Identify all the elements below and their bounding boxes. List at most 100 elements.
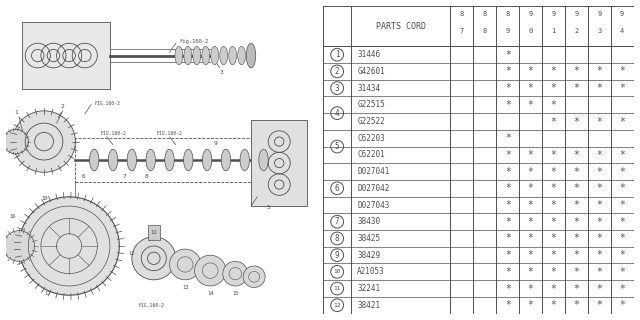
Text: G22515: G22515	[357, 100, 385, 109]
Text: *: *	[573, 183, 579, 193]
Text: *: *	[596, 233, 602, 244]
Text: *: *	[573, 250, 579, 260]
Text: *: *	[505, 183, 511, 193]
Text: *: *	[505, 300, 511, 310]
Text: *: *	[505, 150, 511, 160]
Text: 1: 1	[551, 28, 556, 34]
Text: *: *	[573, 233, 579, 244]
Text: *: *	[596, 183, 602, 193]
Text: 11: 11	[333, 286, 341, 291]
Text: *: *	[527, 233, 534, 244]
Text: G22522: G22522	[357, 117, 385, 126]
Text: 11: 11	[150, 230, 157, 235]
Text: 6: 6	[82, 174, 85, 180]
Ellipse shape	[246, 43, 256, 68]
Text: 9: 9	[574, 11, 579, 17]
Text: 31446: 31446	[357, 50, 380, 59]
Text: FIG.160-2: FIG.160-2	[94, 101, 120, 106]
Text: *: *	[550, 66, 556, 76]
Text: 9: 9	[551, 11, 556, 17]
Ellipse shape	[202, 46, 210, 65]
Text: *: *	[620, 300, 625, 310]
Text: FIG.160-2: FIG.160-2	[138, 303, 164, 308]
Text: *: *	[620, 66, 625, 76]
Text: 12: 12	[333, 303, 341, 308]
Circle shape	[170, 249, 201, 280]
Text: *: *	[596, 200, 602, 210]
Text: *: *	[505, 284, 511, 293]
Text: 2: 2	[61, 104, 65, 109]
Ellipse shape	[220, 46, 228, 65]
Text: *: *	[550, 100, 556, 110]
Text: *: *	[573, 284, 579, 293]
Text: *: *	[573, 200, 579, 210]
Text: 15: 15	[232, 291, 239, 296]
Text: *: *	[505, 250, 511, 260]
Text: *: *	[573, 66, 579, 76]
Text: *: *	[550, 116, 556, 126]
Text: 14: 14	[207, 291, 214, 296]
Text: 38421: 38421	[357, 301, 380, 310]
Text: 5: 5	[335, 142, 339, 151]
Bar	[22, 22, 110, 89]
Text: *: *	[573, 150, 579, 160]
Text: 9: 9	[597, 11, 602, 17]
Ellipse shape	[259, 149, 268, 171]
Text: *: *	[596, 300, 602, 310]
Text: G42601: G42601	[357, 67, 385, 76]
Circle shape	[243, 266, 265, 287]
Text: *: *	[620, 267, 625, 277]
Text: *: *	[550, 267, 556, 277]
Ellipse shape	[90, 149, 99, 171]
Ellipse shape	[184, 46, 192, 65]
Text: 9: 9	[335, 251, 339, 260]
Text: *: *	[620, 217, 625, 227]
Text: *: *	[620, 83, 625, 93]
Text: *: *	[596, 267, 602, 277]
Text: *: *	[620, 284, 625, 293]
Ellipse shape	[240, 149, 250, 171]
Text: 32241: 32241	[357, 284, 380, 293]
Text: *: *	[620, 150, 625, 160]
Ellipse shape	[175, 46, 183, 65]
Text: 1: 1	[14, 110, 18, 115]
Text: *: *	[573, 116, 579, 126]
Text: *: *	[573, 300, 579, 310]
Text: *: *	[505, 200, 511, 210]
Text: 5: 5	[267, 205, 271, 210]
Text: *: *	[550, 150, 556, 160]
Ellipse shape	[184, 149, 193, 171]
Text: *: *	[596, 250, 602, 260]
Circle shape	[223, 261, 248, 286]
Ellipse shape	[164, 149, 174, 171]
Text: *: *	[550, 284, 556, 293]
Text: *: *	[505, 167, 511, 177]
Text: D027041: D027041	[357, 167, 390, 176]
Ellipse shape	[146, 149, 156, 171]
Circle shape	[132, 237, 176, 280]
Text: 9: 9	[506, 28, 510, 34]
Text: *: *	[550, 300, 556, 310]
Text: 3: 3	[335, 84, 339, 92]
Text: 6: 6	[335, 184, 339, 193]
Text: *: *	[620, 200, 625, 210]
Text: *: *	[620, 250, 625, 260]
Circle shape	[195, 255, 226, 286]
Text: *: *	[596, 83, 602, 93]
Text: Fig.160-2: Fig.160-2	[179, 39, 208, 44]
Text: *: *	[527, 284, 534, 293]
Text: 10: 10	[333, 269, 341, 274]
Text: 7: 7	[122, 174, 126, 180]
Text: *: *	[550, 183, 556, 193]
Text: *: *	[527, 183, 534, 193]
Ellipse shape	[127, 149, 136, 171]
Text: *: *	[596, 66, 602, 76]
Text: *: *	[550, 250, 556, 260]
Text: *: *	[505, 66, 511, 76]
Text: 38430: 38430	[357, 217, 380, 226]
Text: 2: 2	[574, 28, 579, 34]
Text: *: *	[550, 200, 556, 210]
Text: 4: 4	[620, 28, 624, 34]
Ellipse shape	[237, 46, 246, 65]
Text: *: *	[527, 250, 534, 260]
